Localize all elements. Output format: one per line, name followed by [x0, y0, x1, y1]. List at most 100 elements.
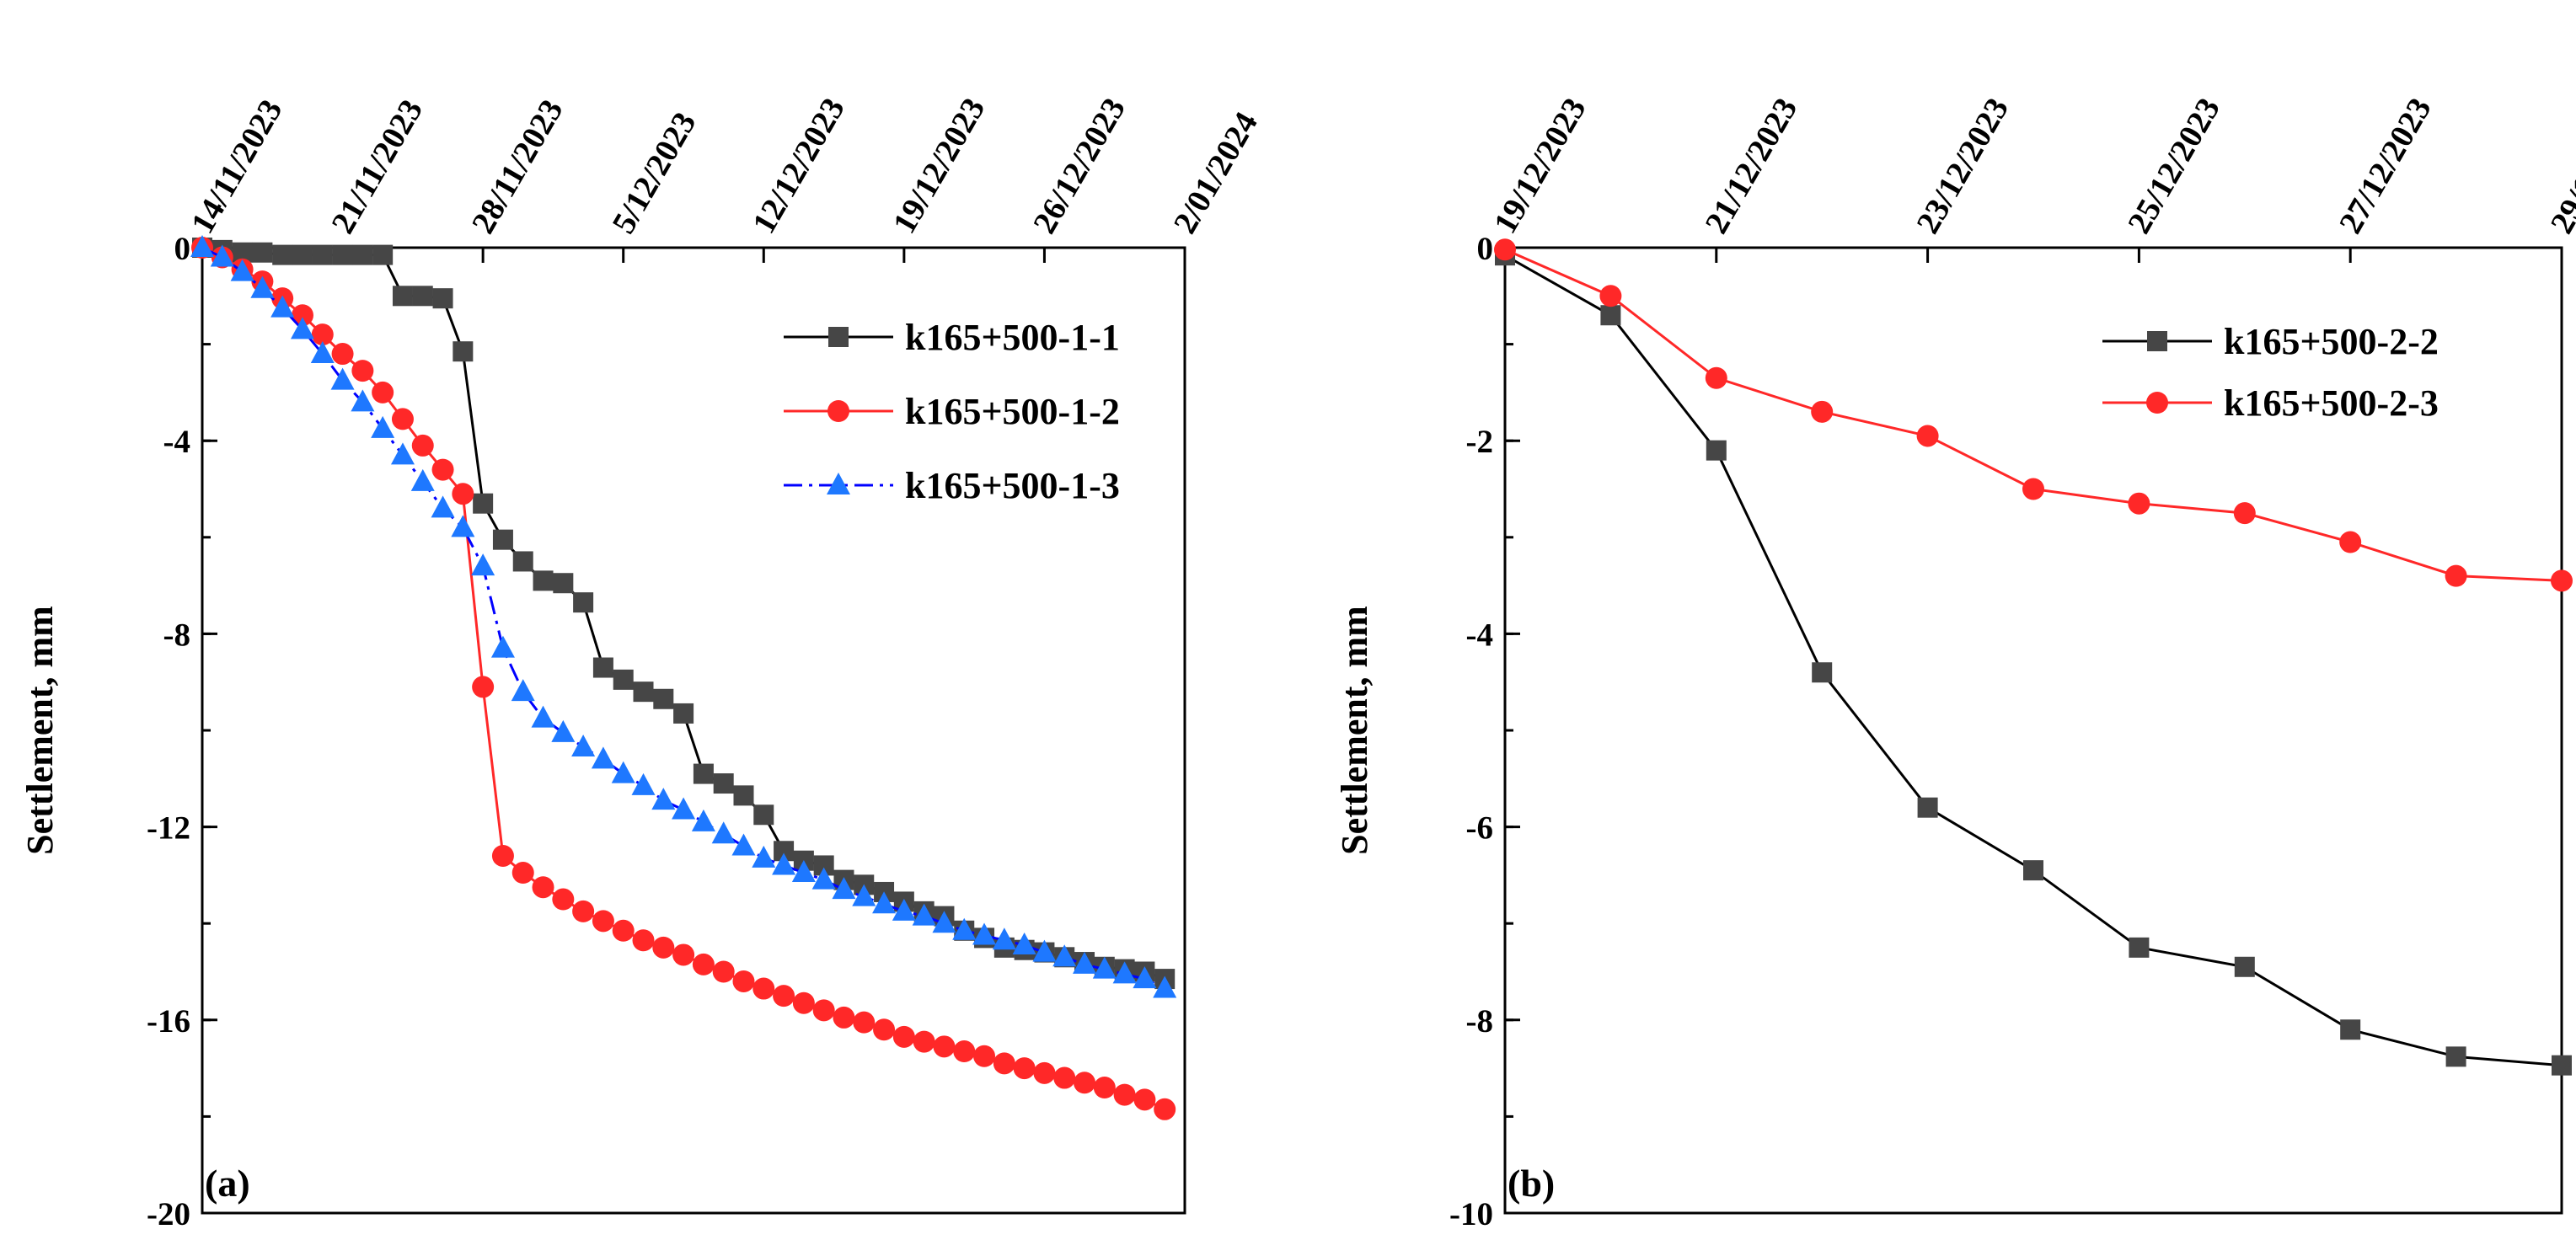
data-point: [973, 1045, 996, 1067]
legend-entry: k165+500-2-3: [2102, 382, 2439, 424]
data-point: [571, 735, 596, 757]
data-point: [2445, 564, 2467, 587]
data-point: [892, 1025, 915, 1048]
data-point: [711, 821, 736, 844]
data-point: [250, 275, 275, 298]
chart-panel-b: 0 -2 -4 -6 -8 -10 19/12/2023 21/12/2023 23/12/20…: [1334, 92, 2576, 1232]
legend-label: k165+500-1-3: [905, 465, 1120, 506]
data-point: [372, 381, 394, 404]
data-point: [1113, 1083, 1136, 1106]
data-point: [190, 235, 214, 257]
series-line: [1504, 254, 2563, 1067]
legend-marker: [828, 327, 849, 347]
data-point: [311, 323, 334, 346]
data-point: [2234, 956, 2255, 977]
data-point: [431, 495, 455, 518]
data-point: [1153, 975, 1177, 998]
data-point: [852, 884, 876, 906]
y-tick-label: -2: [1466, 424, 1494, 460]
legend-entry: k165+500-1-2: [784, 391, 1120, 432]
data-point: [572, 900, 595, 922]
data-point: [1811, 400, 1834, 423]
data-point: [451, 515, 475, 537]
data-point: [773, 985, 795, 1008]
data-point: [1154, 1098, 1176, 1120]
data-point: [1917, 797, 1938, 818]
data-point: [672, 943, 695, 966]
data-point: [1599, 285, 1622, 307]
data-point: [490, 635, 515, 658]
data-point: [431, 458, 454, 481]
data-point: [691, 809, 715, 831]
data-point: [713, 773, 734, 794]
data-point: [1812, 662, 1833, 683]
legend-entry: k165+500-1-3: [784, 465, 1120, 506]
data-point: [731, 833, 756, 856]
y-tick-label: 0: [1477, 231, 1494, 267]
data-point: [351, 360, 374, 382]
data-point: [1053, 1066, 1076, 1089]
data-point: [673, 703, 694, 724]
legend-label: k165+500-1-1: [905, 317, 1120, 358]
data-point: [553, 573, 574, 594]
data-point: [811, 867, 836, 890]
data-point: [772, 852, 796, 875]
data-point: [633, 681, 654, 703]
data-point: [2129, 937, 2150, 958]
data-point: [992, 927, 1016, 950]
y-tick-label: -8: [1466, 1003, 1494, 1040]
data-point: [2023, 860, 2043, 881]
legend-marker: [2147, 331, 2167, 351]
data-point: [2339, 531, 2362, 553]
data-point: [272, 244, 293, 265]
data-point: [1052, 944, 1077, 967]
data-point: [792, 991, 815, 1014]
data-point: [1032, 939, 1057, 962]
legend-label: k165+500-1-2: [905, 391, 1120, 432]
data-point: [613, 669, 634, 690]
data-point: [1706, 440, 1727, 461]
y-axis-label: Settlement, mm: [1334, 606, 1375, 855]
y-tick-label: -12: [147, 810, 190, 847]
data-point: [892, 898, 916, 921]
y-axis-label: Settlement, mm: [19, 606, 61, 855]
data-point: [592, 910, 614, 933]
data-point: [712, 960, 735, 983]
y-tick-label: -4: [163, 424, 191, 460]
x-tick-label: 19/12/2023: [886, 92, 992, 239]
data-point: [210, 244, 234, 267]
data-point: [591, 746, 615, 769]
data-point: [1093, 1077, 1116, 1099]
data-point: [813, 855, 834, 876]
data-point: [953, 1040, 976, 1063]
data-point: [632, 929, 655, 952]
chart-panel-a: 0 -4 -8 -12 -16 -20 14/11/2023 21/11/2023 28/11/…: [19, 92, 1265, 1232]
data-point: [2445, 1046, 2466, 1067]
data-point: [492, 529, 513, 550]
data-point: [532, 876, 554, 899]
y-tick-label: 0: [174, 231, 191, 267]
data-point: [913, 1030, 935, 1053]
data-point: [453, 341, 474, 362]
data-point: [292, 244, 313, 265]
data-point: [1916, 425, 1939, 447]
data-point: [2551, 569, 2573, 592]
data-point: [371, 415, 395, 438]
data-point: [2552, 1055, 2572, 1076]
legend-entry: k165+500-2-2: [2102, 321, 2439, 362]
data-point: [692, 953, 715, 975]
series-k165+500-2-2: [1495, 245, 2572, 1076]
data-point: [1133, 966, 1157, 989]
data-point: [873, 1018, 896, 1041]
x-tick-label: 5/12/2023: [605, 106, 703, 239]
series-k165+500-1-2: [191, 237, 1176, 1120]
data-point: [391, 408, 414, 430]
legend-marker: [827, 400, 849, 422]
data-point: [411, 434, 434, 457]
x-tick-label: 21/12/2023: [1698, 92, 1804, 239]
data-point: [2340, 1019, 2361, 1040]
data-point: [732, 970, 755, 992]
data-point: [592, 657, 613, 678]
data-point: [612, 919, 635, 942]
data-point: [693, 763, 714, 784]
